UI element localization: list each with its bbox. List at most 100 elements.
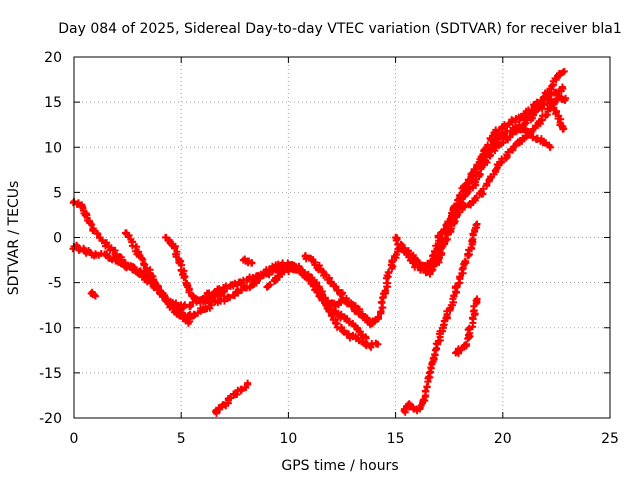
data-point [464,331,472,339]
data-point [550,89,558,97]
data-point [413,405,421,413]
data-point [76,245,84,253]
data-point [443,220,451,228]
data-point [171,244,179,252]
data-point [244,381,252,389]
data-point [475,170,483,178]
chart-series-marks [69,67,570,417]
data-point [160,292,168,300]
data-point [374,315,382,323]
data-point [244,257,252,265]
x-tick-label: 25 [601,431,619,447]
data-point [362,315,370,323]
series-track-m [212,379,252,417]
data-point [216,297,224,305]
data-point [218,402,226,410]
data-point [342,315,350,323]
data-point [520,116,528,124]
data-point [520,134,528,142]
data-point [469,315,477,323]
series-markers [453,297,481,357]
series-markers [69,199,257,323]
data-point [456,274,464,282]
y-axis-title: SDTVAR / TECUs [6,181,22,296]
y-tick-label: 0 [53,231,62,247]
data-point [91,250,99,258]
data-point [212,408,220,416]
data-point [452,349,460,357]
data-point [329,308,337,316]
data-point [201,297,209,305]
data-point [409,403,417,411]
data-point [507,127,515,135]
x-tick-label: 0 [70,431,79,447]
data-point [233,288,241,296]
data-point [302,252,310,260]
data-point [205,295,213,303]
data-point [248,259,256,267]
data-point [512,141,520,149]
data-point [495,141,503,149]
data-point [503,150,511,158]
data-point [83,211,91,219]
data-point [464,252,472,260]
y-tick-label: 5 [53,185,62,201]
data-point [540,139,548,147]
data-point [546,85,554,93]
data-point [447,301,455,309]
series-track-f [301,252,378,326]
data-point [224,293,232,301]
data-point [469,170,477,178]
data-point [353,308,361,316]
series-track-d [161,233,228,306]
x-tick-label: 10 [279,431,297,447]
data-point [166,238,174,246]
data-point [224,396,232,404]
data-point [439,324,447,332]
data-point [175,256,183,264]
data-point [272,262,280,270]
data-point [430,252,438,260]
series-track-k [400,220,481,416]
data-point [263,283,271,291]
data-point [332,319,340,327]
data-point [514,123,522,131]
series-track-n [87,288,99,300]
data-point [362,333,370,341]
y-tick-label: 15 [44,95,62,111]
data-point [357,337,365,345]
data-point [552,107,560,115]
data-point [495,134,503,142]
data-point [527,130,535,138]
data-point [417,401,425,409]
data-point [166,301,174,309]
data-point [278,261,286,269]
data-point [231,391,239,399]
data-point [546,143,554,151]
data-point [196,298,204,306]
data-point [426,270,434,278]
x-tick-label: 15 [387,431,405,447]
data-point [259,271,267,279]
data-point [209,292,217,300]
data-point [104,243,112,251]
data-point [139,271,147,279]
data-point [529,107,537,115]
data-point [426,373,434,381]
data-point [96,234,104,241]
data-point [304,271,312,279]
data-point [83,248,91,256]
data-point [252,277,260,285]
data-point [340,328,348,336]
y-tick-label: 10 [44,140,62,156]
data-point [128,238,136,246]
data-point [559,85,567,93]
data-point [323,302,331,310]
series-track-i [423,123,554,273]
data-point [220,288,228,296]
series-track-b [69,197,258,323]
data-point [486,175,494,183]
data-point [501,130,509,138]
data-point [141,261,149,269]
y-tick-label: -5 [48,276,62,292]
